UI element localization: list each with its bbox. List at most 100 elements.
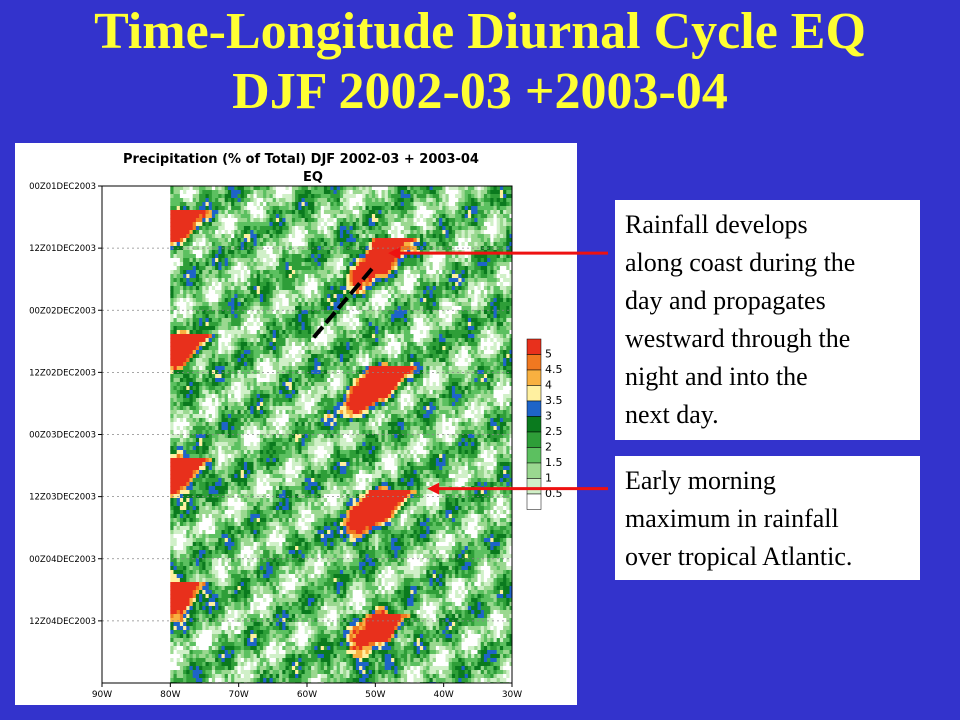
heatmap-cell (314, 202, 318, 207)
heatmap-cell (343, 330, 347, 335)
heatmap-cell (458, 294, 462, 299)
heatmap-cell (365, 202, 370, 207)
heatmap-cell (208, 334, 213, 339)
heatmap-cell (490, 226, 494, 231)
heatmap-cell (474, 238, 478, 243)
heatmap-cell (327, 310, 331, 315)
heatmap-cell (195, 338, 200, 343)
heatmap-cell (295, 226, 299, 231)
heatmap-cell (282, 202, 286, 207)
heatmap-cell (461, 218, 466, 223)
heatmap-cell (208, 322, 213, 327)
heatmap-cell (275, 230, 280, 235)
heatmap-cell (285, 306, 290, 311)
heatmap-cell (352, 274, 357, 279)
heatmap-cell (186, 250, 190, 255)
heatmap-cell (208, 270, 213, 275)
heatmap-cell (499, 362, 504, 367)
heatmap-cell (381, 206, 386, 211)
heatmap-cell (199, 202, 203, 207)
heatmap-cell (263, 226, 267, 231)
heatmap-cell (442, 362, 446, 367)
heatmap-cell (448, 226, 453, 231)
heatmap-cell (205, 270, 210, 275)
heatmap-cell (400, 358, 405, 363)
heatmap-cell (365, 238, 370, 243)
heatmap-cell (496, 302, 501, 307)
heatmap-cell (375, 306, 379, 311)
heatmap-cell (317, 230, 322, 235)
heatmap-cell (493, 350, 498, 355)
heatmap-cell (346, 202, 350, 207)
heatmap-cell (384, 190, 389, 195)
heatmap-cell (243, 354, 248, 359)
heatmap-cell (423, 246, 427, 251)
heatmap-cell (317, 274, 322, 279)
heatmap-cell (394, 242, 398, 247)
heatmap-cell (416, 274, 421, 279)
heatmap-cell (445, 326, 450, 331)
heatmap-cell (391, 346, 395, 351)
heatmap-cell (339, 230, 344, 235)
heatmap-cell (218, 202, 222, 207)
heatmap-cell (183, 230, 187, 235)
heatmap-cell (320, 226, 325, 231)
heatmap-cell (186, 282, 190, 287)
heatmap-cell (227, 334, 232, 339)
heatmap-cell (368, 282, 373, 287)
heatmap-cell (170, 322, 174, 327)
heatmap-cell (224, 298, 229, 303)
heatmap-cell (234, 206, 238, 211)
heatmap-cell (464, 318, 469, 323)
heatmap-cell (471, 194, 475, 199)
heatmap-cell (432, 262, 437, 267)
heatmap-cell (211, 354, 216, 359)
heatmap-cell (253, 230, 258, 235)
heatmap-cell (298, 190, 302, 195)
heatmap-cell (199, 362, 203, 367)
heatmap-cell (221, 214, 226, 219)
heatmap-cell (218, 186, 222, 191)
heatmap-cell (336, 350, 341, 355)
heatmap-cell (343, 366, 347, 371)
heatmap-cell (432, 358, 437, 363)
heatmap-cell (413, 230, 418, 235)
heatmap-cell (448, 346, 453, 351)
heatmap-cell (480, 222, 485, 227)
heatmap-cell (269, 194, 274, 199)
heatmap-cell (403, 246, 408, 251)
heatmap-cell (240, 202, 245, 207)
heatmap-cell (499, 326, 504, 331)
heatmap-cell (451, 254, 456, 259)
heatmap-cell (311, 258, 315, 263)
heatmap-cell (471, 262, 475, 267)
heatmap-cell (423, 366, 427, 371)
heatmap-cell (173, 186, 178, 191)
heatmap-cell (333, 322, 338, 327)
heatmap-cell (224, 222, 229, 227)
heatmap-cell (253, 298, 258, 303)
heatmap-cell (330, 198, 334, 203)
heatmap-cell (442, 310, 446, 315)
heatmap-cell (215, 190, 219, 195)
heatmap-cell (467, 206, 472, 211)
heatmap-cell (317, 190, 322, 195)
heatmap-cell (285, 350, 290, 355)
heatmap-cell (503, 242, 507, 247)
heatmap-cell (311, 290, 315, 295)
heatmap-cell (269, 278, 274, 283)
heatmap-cell (442, 282, 446, 287)
heatmap-cell (496, 358, 501, 363)
heatmap-cell (346, 270, 350, 275)
heatmap-cell (186, 362, 190, 367)
heatmap-cell (295, 358, 299, 363)
heatmap-cell (429, 290, 434, 295)
heatmap-cell (432, 334, 437, 339)
heatmap-cell (442, 230, 446, 235)
heatmap-cell (496, 214, 501, 219)
heatmap-cell (471, 190, 475, 195)
heatmap-cell (215, 314, 219, 319)
heatmap-cell (439, 218, 443, 223)
heatmap-cell (474, 334, 478, 339)
heatmap-cell (480, 266, 485, 271)
